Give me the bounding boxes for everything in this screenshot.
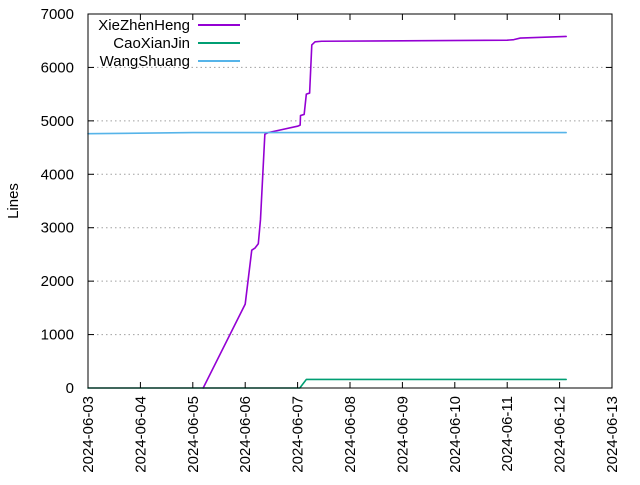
x-tick-label: 2024-06-10 <box>447 396 464 473</box>
x-tick-label: 2024-06-06 <box>237 396 254 473</box>
x-tick-label: 2024-06-05 <box>185 396 202 473</box>
legend-label: XieZhenHeng <box>98 17 190 34</box>
series-line-xiezhenheng <box>202 35 567 389</box>
y-tick-label: 1000 <box>41 327 74 344</box>
y-tick-label: 3000 <box>41 220 74 237</box>
x-tick-label: 2024-06-03 <box>80 396 97 473</box>
series-line-wangshuang <box>87 131 567 135</box>
y-tick-label: 4000 <box>41 166 74 183</box>
x-axis-ticks: 2024-06-03 2024-06-04 2024-06-05 2024-06-06… <box>80 14 621 473</box>
x-tick-label: 2024-06-13 <box>604 396 621 473</box>
x-tick-label: 2024-06-12 <box>552 396 569 473</box>
y-tick-label: 6000 <box>41 59 74 76</box>
y-tick-label: 2000 <box>41 273 74 290</box>
y-axis-ticks: 0 1000 2000 3000 4000 5000 6000 7000 <box>41 6 612 397</box>
x-tick-label: 2024-06-09 <box>394 396 411 473</box>
legend-label: CaoXianJin <box>113 35 190 52</box>
gridlines <box>88 66 612 336</box>
x-tick-label: 2024-06-08 <box>342 396 359 473</box>
x-tick-label: 2024-06-07 <box>290 396 307 473</box>
x-tick-label: 2024-06-11 <box>499 396 516 472</box>
y-axis-title: Lines <box>5 183 22 219</box>
y-tick-label: 5000 <box>41 113 74 130</box>
y-tick-label: 7000 <box>41 6 74 23</box>
series-lines <box>87 35 567 389</box>
plot-frame <box>87 13 613 389</box>
series-line-caoxianjin <box>87 378 567 389</box>
x-tick-label: 2024-06-04 <box>132 396 149 473</box>
legend-label: WangShuang <box>100 53 190 70</box>
y-tick-label: 0 <box>66 380 74 397</box>
